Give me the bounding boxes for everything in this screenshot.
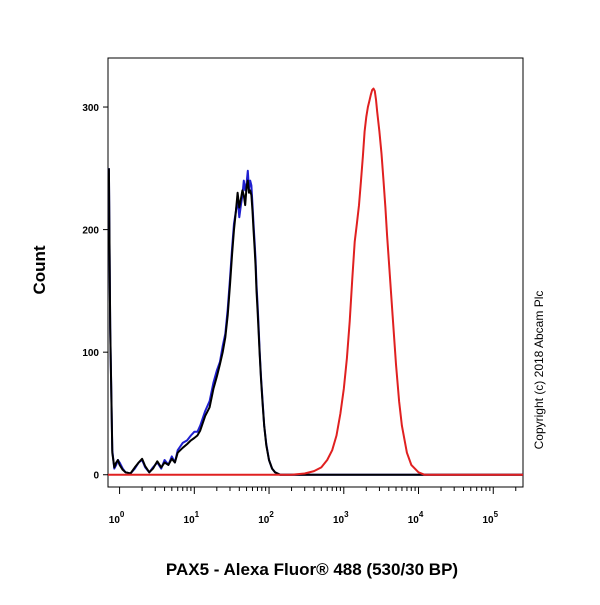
x-tick-base: 10: [184, 515, 196, 526]
x-tick-base: 10: [482, 515, 494, 526]
x-tick-label: 101: [184, 510, 200, 526]
x-tick-exponent: 0: [120, 510, 125, 519]
y-tick-label: 300: [82, 103, 99, 114]
x-tick-base: 10: [109, 515, 121, 526]
x-tick-base: 10: [258, 515, 270, 526]
histogram-line-series-2: [107, 168, 523, 476]
y-tick-label: 200: [82, 226, 99, 237]
x-tick-label: 103: [333, 510, 349, 526]
y-tick-label: 100: [82, 348, 99, 359]
x-tick-exponent: 3: [344, 510, 349, 519]
histogram-line-series-3: [108, 87, 523, 476]
x-tick-label: 102: [258, 510, 274, 526]
x-tick-base: 10: [408, 515, 420, 526]
y-tick-label: 0: [93, 471, 99, 482]
x-tick-base: 10: [333, 515, 345, 526]
x-tick-exponent: 5: [494, 510, 499, 519]
x-tick-exponent: 1: [195, 510, 200, 519]
x-tick-exponent: 4: [419, 510, 424, 519]
x-axis-title: PAX5 - Alexa Fluor® 488 (530/30 BP): [166, 560, 458, 579]
x-tick-label: 105: [482, 510, 498, 526]
plot-frame: [107, 57, 524, 488]
y-axis-title: Count: [30, 245, 49, 294]
x-tick-label: 100: [109, 510, 125, 526]
histogram-line-series-1: [107, 168, 523, 476]
x-tick-exponent: 2: [269, 510, 274, 519]
x-tick-label: 104: [408, 510, 424, 526]
copyright-annotation: Copyright (c) 2018 Abcam Plc: [532, 291, 546, 450]
